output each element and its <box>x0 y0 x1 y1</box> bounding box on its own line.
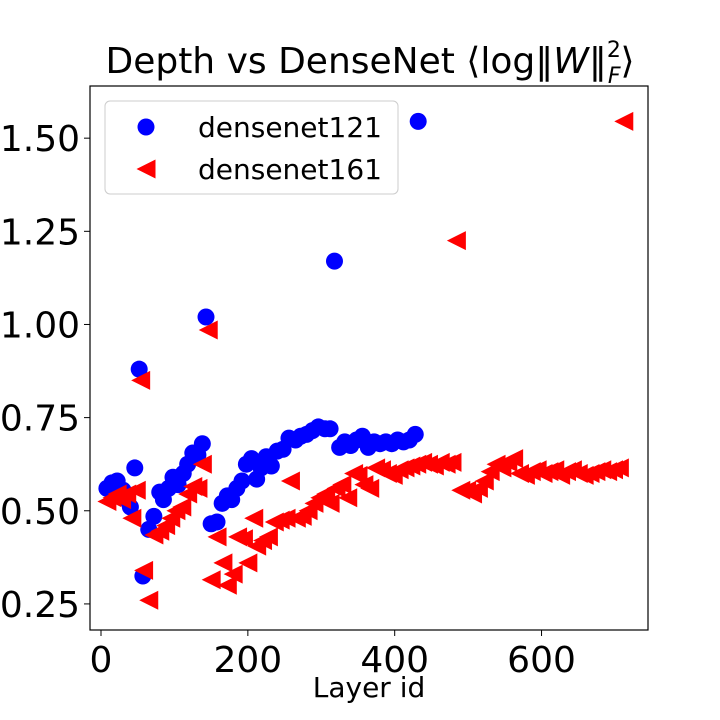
data-point <box>504 449 524 469</box>
x-tick-label: 0 <box>90 640 113 681</box>
data-point <box>338 488 358 508</box>
data-point <box>145 507 163 525</box>
data-point <box>320 493 340 513</box>
data-point <box>126 459 144 477</box>
legend-marker-densenet161 <box>136 159 156 179</box>
data-point <box>609 458 629 478</box>
legend: densenet121 densenet161 <box>104 100 399 195</box>
data-point <box>126 480 146 500</box>
data-point <box>139 590 159 610</box>
y-tick-label: 0.75 <box>0 399 80 440</box>
data-point <box>332 475 352 495</box>
data-point <box>280 471 300 491</box>
data-point <box>172 497 192 517</box>
y-tick-label: 1.25 <box>0 212 80 253</box>
data-point <box>192 454 212 474</box>
data-point <box>217 575 237 595</box>
data-point <box>321 420 339 438</box>
data-point <box>360 478 380 498</box>
x-tick-label: 200 <box>213 640 282 681</box>
legend-label-densenet121: densenet121 <box>198 111 382 144</box>
data-point <box>122 508 142 528</box>
data-point <box>325 252 343 270</box>
data-point <box>201 570 221 590</box>
data-point <box>193 435 211 453</box>
data-point <box>348 465 368 485</box>
chart-title: Depth vs DenseNet ⟨log‖W‖2 F⟩ <box>105 38 634 89</box>
series-densenet161 <box>97 111 634 610</box>
y-axis: 0.25 0.50 0.75 1.00 1.25 1.50 <box>0 119 90 626</box>
data-point <box>213 553 233 573</box>
data-point <box>258 527 278 547</box>
data-point <box>130 360 148 378</box>
x-axis: 0 200 400 600 <box>90 630 576 681</box>
data-point <box>197 308 215 326</box>
data-point <box>238 553 258 573</box>
x-axis-label: Layer id <box>313 671 426 704</box>
data-point <box>474 471 494 491</box>
data-point <box>208 513 226 531</box>
data-point <box>409 112 427 130</box>
data-point <box>262 457 280 475</box>
data-point <box>244 508 264 528</box>
data-point <box>406 425 424 443</box>
data-point <box>131 370 151 390</box>
data-point <box>223 564 243 584</box>
legend-frame <box>104 100 399 195</box>
data-point <box>442 452 462 472</box>
plot-area-frame <box>89 85 649 631</box>
data-point <box>233 529 253 549</box>
data-point <box>446 231 466 251</box>
y-tick-label: 0.50 <box>0 492 80 533</box>
data-point <box>134 560 154 580</box>
y-tick-label: 1.50 <box>0 119 80 160</box>
data-points <box>97 111 634 610</box>
data-point <box>207 527 227 547</box>
y-tick-label: 1.00 <box>0 305 80 346</box>
legend-label-densenet161: densenet161 <box>198 153 382 186</box>
data-point <box>276 508 296 528</box>
y-tick-label: 0.25 <box>0 585 80 626</box>
data-point <box>188 478 208 498</box>
x-tick-label: 600 <box>507 640 576 681</box>
data-point <box>233 472 251 490</box>
data-point <box>614 111 634 131</box>
x-tick-label: 400 <box>360 640 429 681</box>
data-point <box>198 320 218 340</box>
legend-marker-densenet121 <box>137 118 155 136</box>
